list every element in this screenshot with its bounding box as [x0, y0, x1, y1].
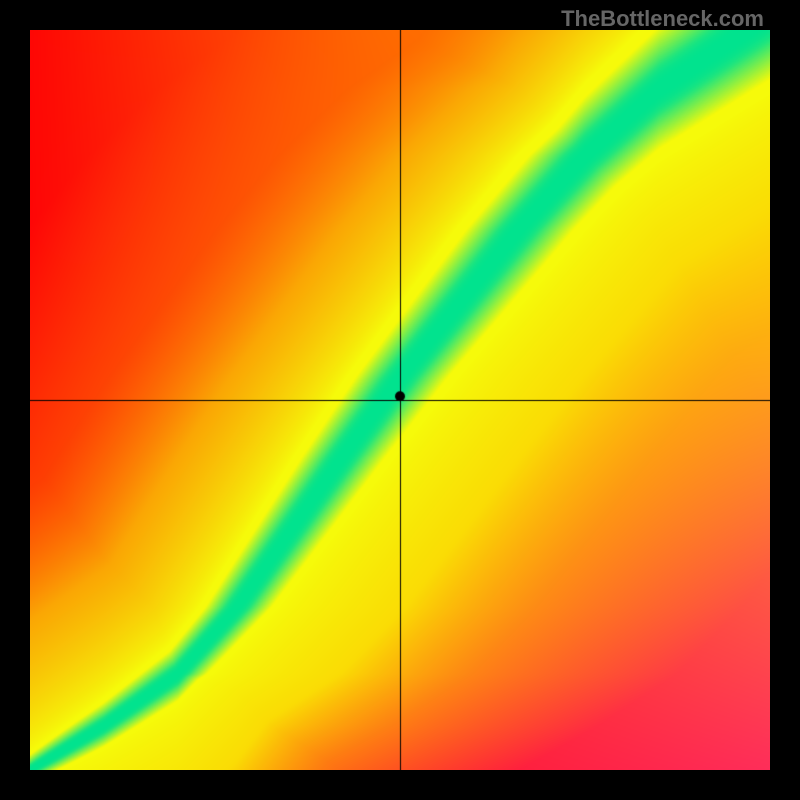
- watermark-text: TheBottleneck.com: [561, 6, 764, 32]
- chart-container: TheBottleneck.com: [0, 0, 800, 800]
- heatmap-canvas: [30, 30, 770, 770]
